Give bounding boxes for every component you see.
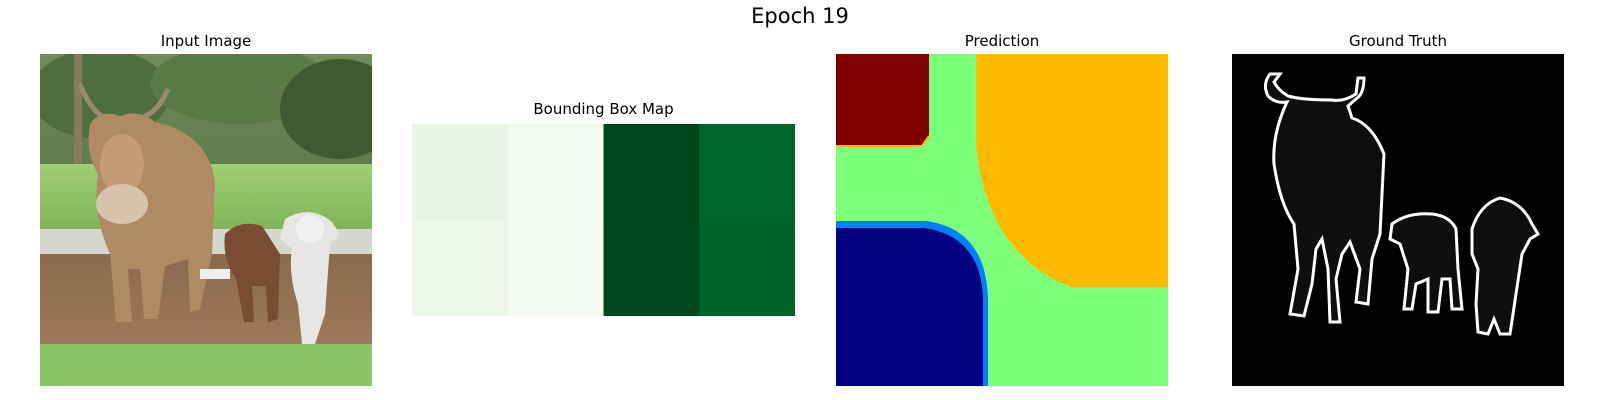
bbox-cell: [508, 220, 604, 316]
ground-truth-cow-outline: [1265, 74, 1384, 322]
prediction-region-bottom-left: [836, 228, 983, 386]
input-image-title: Input Image: [40, 32, 372, 50]
prediction-title: Prediction: [836, 32, 1168, 50]
ground-truth-mask: [1232, 54, 1564, 386]
bbox-cell: [699, 220, 795, 316]
prediction-map: [836, 54, 1168, 386]
ground-truth-calf2-outline: [1472, 198, 1538, 334]
input-photo: [40, 54, 372, 386]
bbox-cell: [699, 124, 795, 221]
figure-title: Epoch 19: [0, 4, 1600, 28]
bbox-cell: [412, 220, 508, 316]
bbox-cell: [412, 124, 508, 221]
prediction-region-top-left: [836, 54, 929, 146]
bbox-map-panel: Bounding Box Map: [412, 100, 795, 316]
input-image-panel: Input Image: [40, 30, 372, 386]
ground-truth-calf-outline: [1390, 214, 1462, 312]
ground-truth-title: Ground Truth: [1232, 32, 1564, 50]
bbox-cell: [604, 220, 700, 316]
bbox-map-title: Bounding Box Map: [412, 100, 795, 118]
ground-truth-panel: Ground Truth: [1232, 30, 1564, 386]
bbox-cell: [508, 124, 604, 221]
bbox-map-heatmap: [412, 124, 795, 316]
prediction-panel: Prediction: [836, 30, 1168, 386]
bbox-cell: [604, 124, 700, 221]
